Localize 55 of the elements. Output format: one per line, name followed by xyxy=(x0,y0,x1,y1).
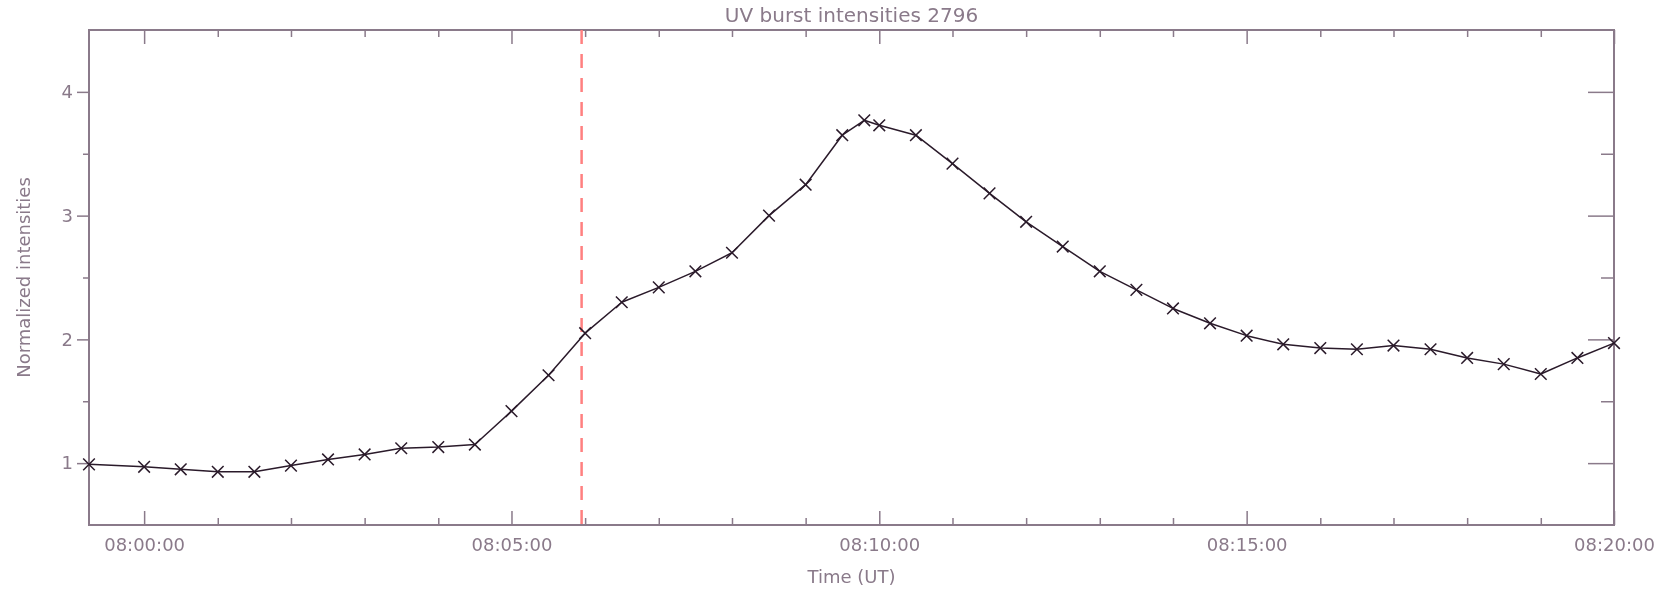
point xyxy=(835,128,849,142)
point xyxy=(1240,329,1254,343)
point xyxy=(1607,336,1621,350)
point xyxy=(358,447,372,462)
point xyxy=(982,186,997,200)
point xyxy=(909,128,923,142)
x-tick-label: 08:10:00 xyxy=(839,533,921,555)
point xyxy=(1093,264,1107,278)
point xyxy=(541,368,556,382)
y-axis-title: Normalized intensities xyxy=(13,177,34,378)
point xyxy=(799,178,813,192)
point xyxy=(468,438,482,452)
point xyxy=(1497,357,1511,371)
y-tick-label: 3 xyxy=(61,204,73,226)
point xyxy=(137,460,151,474)
point xyxy=(725,246,739,260)
point xyxy=(1203,316,1217,330)
x-tick-label: 08:00:00 xyxy=(104,533,186,555)
point xyxy=(1570,351,1584,365)
chart-title: UV burst intensities 2796 xyxy=(724,3,979,27)
point xyxy=(431,440,445,454)
point xyxy=(1276,337,1290,351)
x-axis-title: Time (UT) xyxy=(806,566,896,587)
point xyxy=(211,465,225,479)
point xyxy=(1350,342,1364,356)
y-tick-label: 1 xyxy=(61,452,73,474)
point xyxy=(1534,367,1548,381)
x-tick-label: 08:15:00 xyxy=(1206,533,1288,555)
point xyxy=(1423,342,1438,356)
point xyxy=(688,264,702,278)
point xyxy=(872,118,886,132)
point xyxy=(615,295,629,309)
point xyxy=(1129,283,1143,297)
point xyxy=(652,280,666,294)
point xyxy=(1166,301,1180,315)
x-tick-label: 08:05:00 xyxy=(471,533,553,555)
point xyxy=(321,452,335,466)
point xyxy=(82,457,96,471)
point xyxy=(174,462,188,476)
point xyxy=(762,209,776,223)
point xyxy=(1313,341,1327,355)
point xyxy=(1019,215,1033,229)
point xyxy=(1056,240,1070,254)
y-tick-label: 4 xyxy=(61,81,73,103)
point xyxy=(247,465,261,479)
point xyxy=(857,113,871,127)
point xyxy=(1386,339,1401,353)
point xyxy=(504,404,519,418)
point xyxy=(945,157,960,171)
y-tick-label: 2 xyxy=(61,328,73,350)
point xyxy=(284,459,298,473)
point xyxy=(394,441,408,455)
x-tick-label: 08:20:00 xyxy=(1574,533,1655,555)
point xyxy=(578,326,592,340)
point xyxy=(1460,351,1474,365)
